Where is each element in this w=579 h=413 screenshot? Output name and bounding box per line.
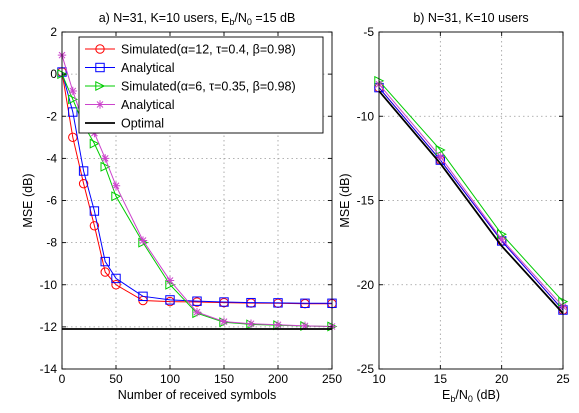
panel-a-series-1-point	[78, 178, 89, 189]
panel-a-series-2-point	[300, 298, 310, 308]
legend-entry-5: Optimal	[121, 117, 164, 131]
panel-a-y-tick-label: 0	[50, 67, 57, 81]
panel-a-y-tick-label: -4	[46, 151, 57, 165]
panel-b-mse-vs-ebn0: 10 15 20 25 -5 -10 -15 -20 -25 b) N=31, K=10 use…	[338, 11, 570, 404]
panel-b-series-4-point	[497, 235, 506, 244]
panel-a-y-tick-label: -12	[40, 320, 58, 334]
panel-a-x-tick-label: 250	[322, 372, 342, 386]
panel-a-y-tick-label: -8	[46, 236, 57, 250]
panel-b-series-4-point	[436, 152, 445, 161]
panel-a-series-3-point	[68, 94, 79, 105]
panel-a-series-1-point	[100, 267, 110, 277]
panel-b-x-tick-label: 10	[372, 372, 386, 386]
legend-marker	[95, 44, 105, 54]
panel-a-series-2-point	[165, 295, 175, 305]
panel-a-y-tick-label: -10	[40, 278, 58, 292]
panel-a-series-4-point	[68, 86, 77, 96]
panel-a-series-4-point	[219, 317, 229, 326]
panel-a-series-2-point	[219, 297, 229, 307]
panel-a-x-tick-label: 0	[59, 372, 66, 386]
panel-b-y-tick-label: -10	[357, 109, 375, 123]
panel-a-series-3-point	[89, 138, 100, 149]
legend-entry-3: Simulated(α=6, τ=0.35, β=0.98)	[121, 80, 296, 94]
panel-b-series-4-line	[378, 83, 564, 307]
panel-b-x-tick-label: 25	[556, 372, 570, 386]
panel-b-series-2-line	[378, 87, 564, 311]
panel-a-series-2-point	[192, 296, 202, 306]
panel-a-series-4-point	[192, 307, 202, 317]
legend-entry-2: Analytical	[121, 61, 175, 75]
panel-a-x-tick-label: 50	[109, 372, 123, 386]
panel-b-y-tick-label: -25	[357, 362, 375, 376]
panel-b-title: b) N=31, K=10 users	[413, 11, 528, 25]
panel-a-y-tick-label: -14	[40, 362, 58, 376]
panel-a-series-4-point	[138, 236, 148, 245]
panel-a-y-tick-label: 2	[50, 25, 57, 39]
panel-a-series-4-point	[111, 181, 121, 190]
panel-a-series-2-point	[246, 297, 256, 308]
panel-a-series-1-point	[89, 221, 100, 231]
panel-b-series-3-point	[435, 144, 446, 155]
panel-a-x-tick-label: 200	[268, 372, 288, 386]
panel-a-series-2-point	[68, 107, 78, 117]
panel-b-x-axis-label: Eb/N0 (dB)	[442, 388, 500, 404]
panel-b-y-axis-label: MSE (dB)	[338, 173, 352, 227]
panel-a-series-4-point	[300, 321, 310, 331]
panel-a-series-4-point	[165, 276, 175, 285]
panel-a-series-4-point	[273, 320, 283, 329]
legend-marker	[95, 100, 105, 109]
panel-b-series-3-line	[378, 80, 564, 302]
panel-a-series-3-point	[100, 161, 111, 172]
panel-a-x-axis-label: Number of received symbols	[118, 388, 276, 402]
legend-entry-1: Simulated(α=12, τ=0.4, β=0.98)	[121, 43, 296, 57]
panel-b-y-tick-label: -15	[357, 194, 375, 208]
panel-b-x-tick-label: 20	[495, 372, 509, 386]
legend-marker	[95, 62, 105, 73]
panel-a-series-4-point	[246, 319, 256, 328]
panel-a-series-4-point	[101, 154, 110, 163]
panel-a-mse-vs-symbols: 0 50 100 150 200 250 2 0 -2 -4 -6 -8 -10 -12 -14 a) N=…	[21, 11, 342, 402]
panel-a-series-1-point	[111, 280, 121, 290]
panel-a-y-tick-label: -2	[46, 109, 57, 123]
panel-b-x-tick-label: 15	[434, 372, 448, 386]
legend-entry-4: Analytical	[121, 98, 175, 112]
panel-a-series-2-point	[89, 206, 100, 216]
panel-a-x-tick-label: 100	[160, 372, 180, 386]
panel-b-y-tick-label: -5	[363, 25, 374, 39]
legend-marker	[95, 80, 106, 92]
legend-box	[78, 36, 324, 134]
panel-a-series-2-point	[111, 273, 121, 284]
panel-a-series-2-point	[138, 291, 148, 302]
panel-a-y-tick-label: -6	[46, 194, 57, 208]
panel-a-x-tick-label: 150	[214, 372, 234, 386]
panel-b-series-5-line	[378, 90, 564, 314]
panel-a-y-axis-label: MSE (dB)	[21, 173, 35, 227]
legend: Simulated(α=12, τ=0.4, β=0.98) Analytical…	[78, 36, 324, 134]
panel-a-series-3-point	[111, 191, 122, 202]
panel-b-y-tick-label: -20	[357, 278, 375, 292]
panel-a-title: a) N=31, K=10 users, Eb/N0 =15 dB	[99, 11, 296, 27]
panel-a-series-2-point	[273, 298, 283, 308]
panel-a-series-2-point	[100, 256, 110, 267]
panel-a-series-2-point	[78, 166, 89, 176]
